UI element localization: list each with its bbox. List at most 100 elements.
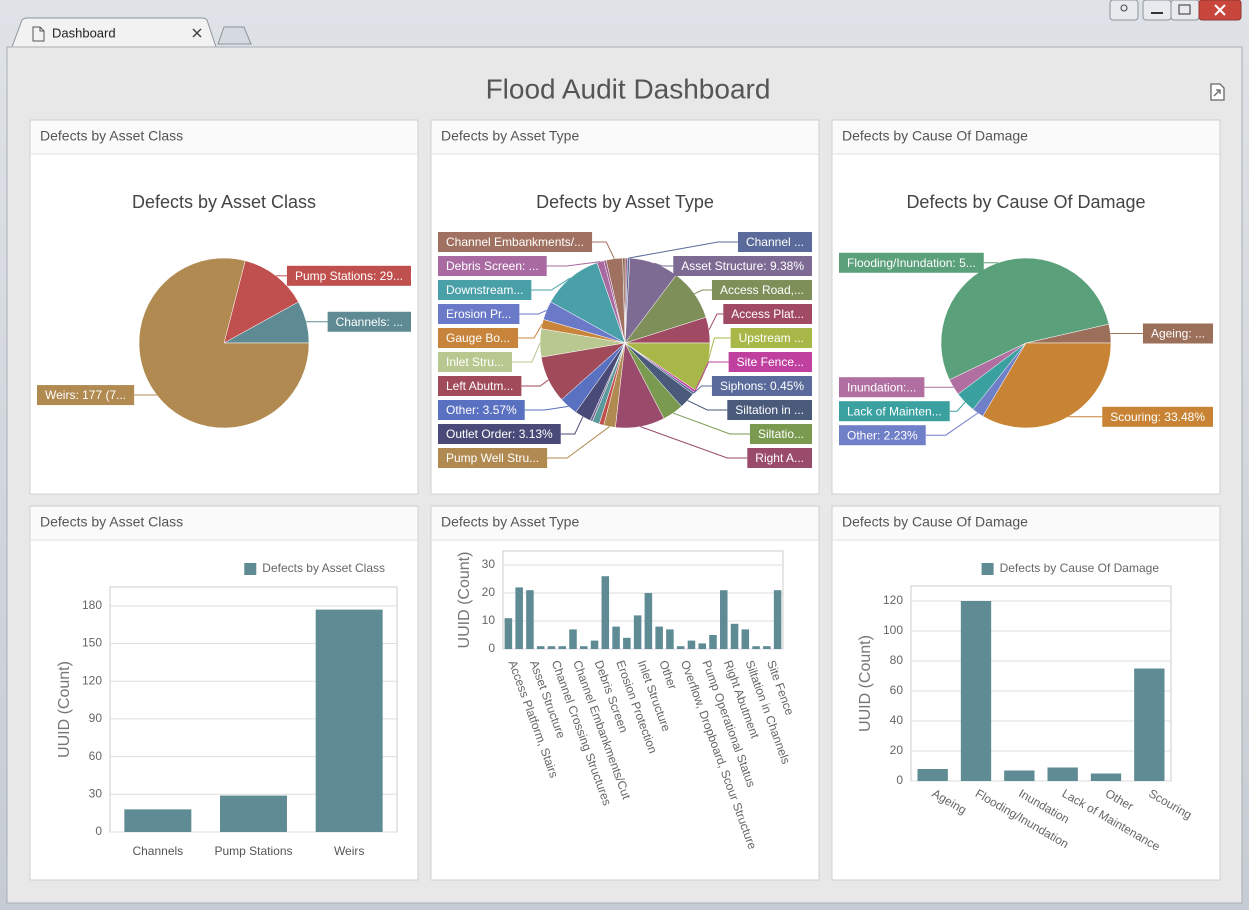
pie-label-box [1142,323,1213,344]
panel-header [832,120,1220,154]
close-window-icon [1214,4,1226,16]
pie-label-text: Downstream... [446,283,523,297]
bar [655,626,663,649]
y-axis-label: UUID (Count) [56,661,73,758]
bar [558,646,566,649]
pie-label: Weirs: 177 (7... [37,385,157,406]
pie-label-text: Pump Well Stru... [446,451,539,465]
tab[interactable]: Dashboard [11,17,217,48]
bar [124,809,192,832]
y-axis-label: UUID (Count) [857,635,874,732]
pie-label-box [438,256,547,276]
pie-label-box [711,280,812,300]
export-button[interactable] [1210,83,1225,101]
pie-label-text: Upstream ... [739,331,804,345]
pie-label: Access Plat... [708,304,812,331]
y-tick-label: 120 [82,673,102,687]
pie-label-box [673,256,812,276]
bar [612,626,620,649]
pie-label-text: Inundation:... [847,380,916,394]
leader-line [949,401,966,412]
leader-line [524,405,569,411]
pie-label: Inlet Stru... [438,342,541,372]
plot-frame [502,550,784,650]
pie-label: Downstream... [438,277,571,300]
leader-line [640,426,748,459]
minimize-button[interactable] [1142,0,1172,21]
pie-label-text: Other: 2.23% [847,428,918,442]
tab-close[interactable] [192,28,202,38]
panel-header [431,506,819,540]
pie-label-box [839,252,984,273]
y-tick-label: 150 [82,636,102,650]
bar [666,629,674,649]
leader-line [519,310,547,315]
pie-label: Siltatio... [672,412,812,444]
y-tick-label: 40 [890,713,904,727]
pie-label-text: Pump Stations: 29... [295,269,403,283]
new-tab-button[interactable] [217,26,252,45]
pie-label-box [286,265,411,286]
bar [763,646,771,649]
y-tick-label: 30 [89,786,103,800]
pie-label-text: Weirs: 177 (7... [45,388,126,402]
bar [590,640,599,649]
pie-label: Erosion Pr... [438,304,547,324]
pie-label-text: Access Road,... [720,283,804,297]
bar [547,646,556,649]
bar [526,590,534,649]
pie-label-box [438,448,548,468]
pie-label: Channel Embankments/... [438,232,615,259]
pie-slice [550,262,626,344]
pie-label-box [737,232,812,252]
user-button[interactable] [1109,0,1139,21]
panel-title: Defects by Asset Type [441,128,579,144]
pie-label: Lack of Mainten... [839,401,966,422]
x-tick-label: Weirs [334,844,364,858]
legend-swatch [981,563,994,575]
pie-label-text: Debris Screen: ... [446,259,539,273]
bar [315,609,383,832]
pie-label: Asset Structure: 9.38% [654,256,812,276]
bar [644,593,653,649]
pie-label-text: Site Fence... [737,355,804,369]
panel-title: Defects by Asset Class [40,514,183,530]
chart-title: Defects by Cause Of Damage [906,192,1145,212]
pie-label-box [438,304,520,324]
pie-label-text: Channel Embankments/... [446,235,584,249]
pie-label-box [438,232,593,252]
leader-line [628,241,738,259]
bar [1004,770,1035,781]
pie-label-text: Outlet Order: 3.13% [446,427,553,441]
pie-label: Other: 3.57% [438,400,569,420]
x-tick-label: Pump Stations [214,844,292,858]
pie-label-box [839,425,926,446]
pie-label-text: Flooding/Inundation: 5... [847,256,976,270]
pie-label: Ageing: ... [1110,323,1213,344]
pie-label-text: Lack of Mainten... [847,404,942,418]
panel-header [30,506,418,540]
legend-label: Defects by Cause Of Damage [1000,561,1160,575]
maximize-button[interactable] [1170,0,1200,21]
pie-label-text: Siphons: 0.45% [720,379,804,393]
bar [752,646,760,649]
leader-line [694,289,712,295]
pie-label: Debris Screen: ... [438,256,601,276]
bar [741,629,750,649]
y-tick-label: 60 [89,749,103,763]
leader-line [560,416,584,435]
pie-label-text: Erosion Pr... [446,307,511,321]
legend: Defects by Asset Class [244,561,385,575]
maximize-icon [1178,4,1191,15]
legend-swatch [244,563,257,575]
y-tick-label: 30 [482,557,496,571]
pie-label-text: Channel ... [746,235,804,249]
pie-label: Other: 2.23% [839,412,979,446]
pie-label-box [839,401,950,422]
leader-line [693,385,712,394]
export-arrow [1213,89,1221,97]
bar [1090,773,1122,781]
bar [917,769,948,781]
bar [709,635,717,649]
